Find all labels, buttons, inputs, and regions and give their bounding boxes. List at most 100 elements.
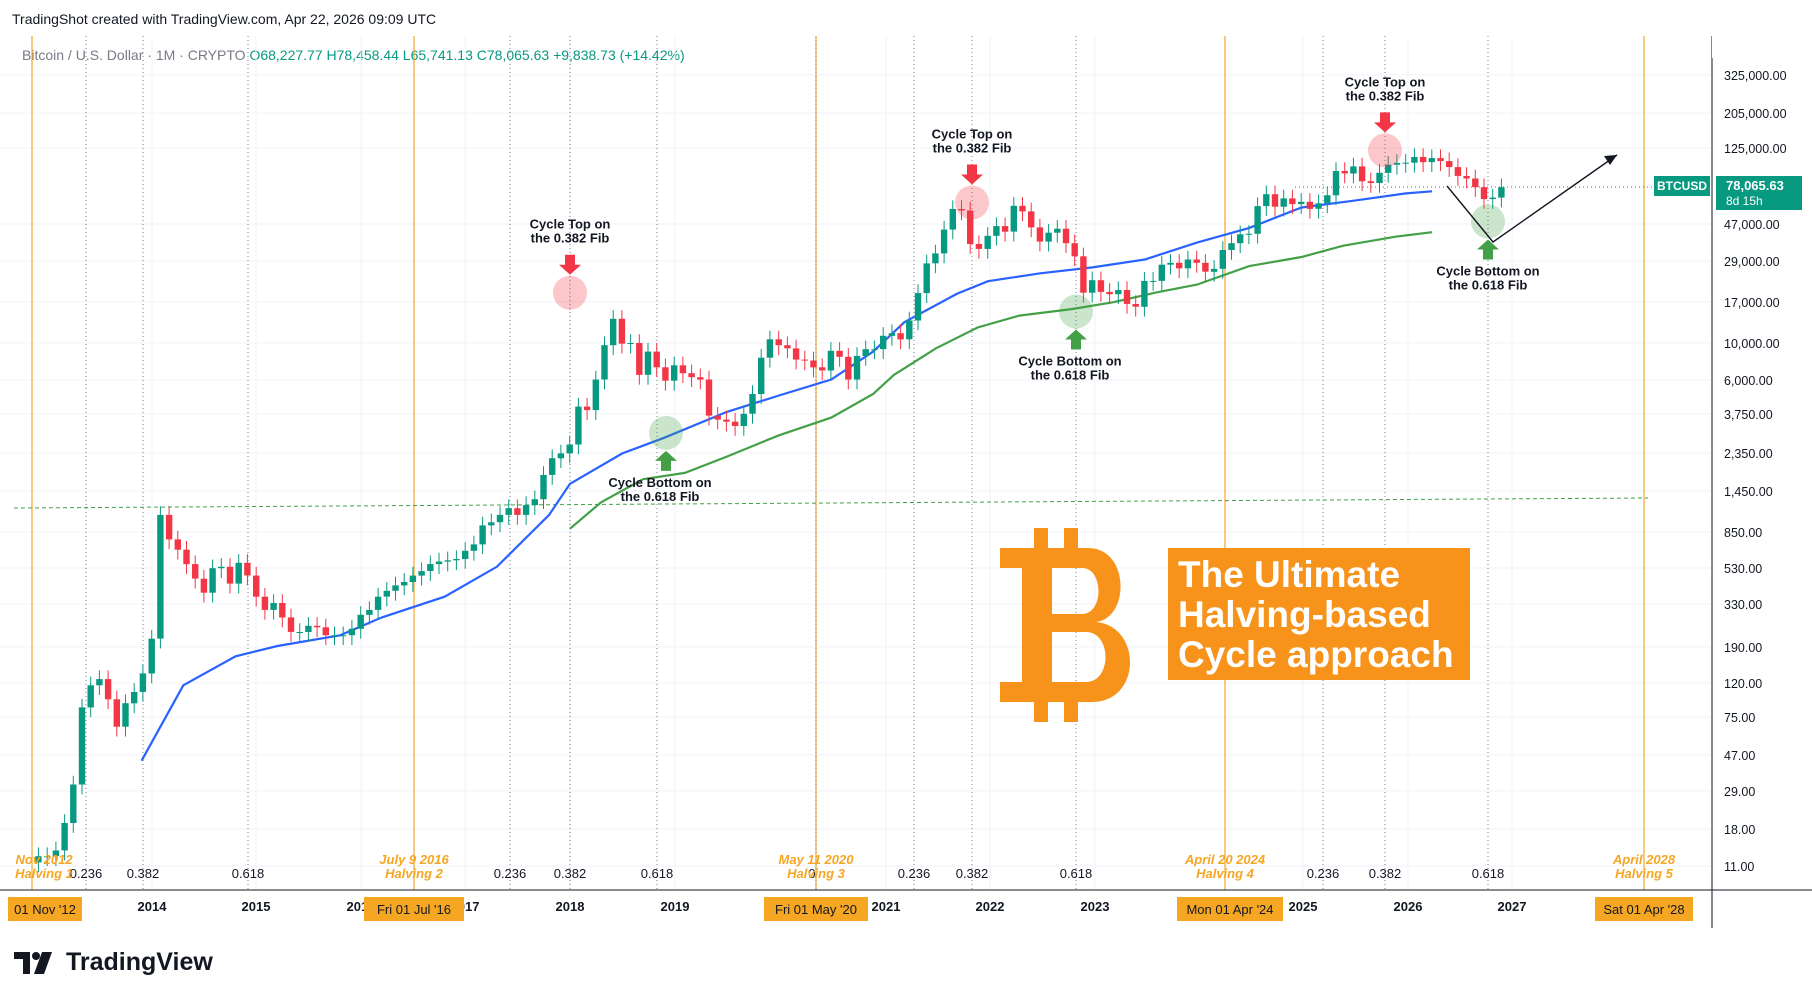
candle-body bbox=[1271, 194, 1279, 207]
halving-lines bbox=[31, 36, 1645, 890]
candle-body bbox=[845, 356, 852, 380]
candle-body bbox=[1350, 166, 1357, 174]
time-axis-label: 2022 bbox=[976, 899, 1005, 914]
close-value: C78,065.63 bbox=[476, 47, 550, 63]
candle-body bbox=[1089, 280, 1096, 293]
time-axis-label: 2026 bbox=[1394, 899, 1423, 914]
chart-grid bbox=[0, 36, 1712, 890]
time-axis-label: 2025 bbox=[1289, 899, 1318, 914]
cycle-bottom-label: the 0.618 Fib bbox=[621, 489, 700, 504]
candle-body bbox=[522, 505, 530, 515]
symbol-tag-text: BTCUSD bbox=[1657, 179, 1707, 193]
candle-body bbox=[967, 210, 974, 244]
candle-body bbox=[531, 499, 538, 506]
candle-body bbox=[331, 635, 338, 637]
candle-body bbox=[1080, 256, 1087, 293]
last-price-tag: BTCUSD 78,065.63 8d 15h bbox=[1654, 176, 1802, 210]
candle-body bbox=[1115, 290, 1122, 295]
candle-body bbox=[96, 679, 103, 686]
candlesticks bbox=[35, 148, 1505, 873]
price-axis-label: 47,000.00 bbox=[1724, 218, 1780, 232]
fib-label: 0.236 bbox=[70, 866, 103, 881]
candle-body bbox=[427, 564, 434, 571]
candle-body bbox=[1367, 181, 1374, 183]
candle-body bbox=[1254, 206, 1261, 234]
candle-body bbox=[1411, 157, 1418, 163]
candle-body bbox=[827, 350, 835, 371]
candle-body bbox=[479, 525, 486, 545]
candle-body bbox=[235, 562, 242, 584]
candle-body bbox=[514, 508, 521, 515]
cycle-top-label: the 0.382 Fib bbox=[531, 231, 610, 246]
candle-body bbox=[697, 377, 704, 380]
candle-body bbox=[958, 209, 965, 211]
candle-body bbox=[671, 365, 678, 381]
candle-body bbox=[157, 514, 164, 639]
tradingview-brand[interactable]: TradingView bbox=[14, 948, 213, 977]
candle-body bbox=[540, 475, 547, 500]
candle-body bbox=[279, 603, 286, 618]
candle-body bbox=[1480, 187, 1488, 200]
time-axis-label: 2023 bbox=[1081, 899, 1110, 914]
candle-body bbox=[731, 421, 739, 426]
bitcoin-logo-icon bbox=[1000, 528, 1131, 722]
candle-body bbox=[653, 351, 660, 368]
ma-slow-line bbox=[569, 231, 1433, 530]
candle-body bbox=[1019, 205, 1026, 212]
candle-body bbox=[792, 348, 800, 360]
cycle-bottom-arrow bbox=[655, 450, 677, 471]
cycle-top-label: the 0.382 Fib bbox=[933, 141, 1012, 156]
candle-body bbox=[409, 575, 417, 582]
price-axis-label: 29.00 bbox=[1724, 785, 1755, 799]
halving-date-label: April 20 2024 bbox=[1184, 852, 1266, 867]
halving-date-tag bbox=[364, 897, 464, 921]
candle-body bbox=[644, 351, 652, 375]
candle-body bbox=[1489, 197, 1496, 200]
candle-body bbox=[897, 333, 904, 340]
candle-body bbox=[470, 544, 478, 551]
cycle-bottom-circle bbox=[1059, 294, 1093, 329]
price-tag-value: 78,065.63 bbox=[1726, 178, 1784, 193]
time-axis-label: 2015 bbox=[242, 899, 271, 914]
candle-body bbox=[1498, 187, 1505, 198]
candle-body bbox=[1332, 171, 1340, 196]
candle-body bbox=[1202, 262, 1209, 272]
candle-body bbox=[1446, 161, 1453, 168]
candle-body bbox=[87, 685, 94, 708]
candle-body bbox=[61, 823, 68, 851]
price-axis-label: 1,450.00 bbox=[1724, 485, 1773, 499]
candle-body bbox=[993, 226, 1000, 236]
candle-body bbox=[435, 561, 443, 565]
cycle-bottom-circle bbox=[1471, 204, 1505, 239]
candle-body bbox=[1298, 201, 1305, 205]
candle-body bbox=[1280, 198, 1287, 207]
candle-body bbox=[366, 609, 373, 615]
candle-body bbox=[1193, 259, 1200, 263]
candle-body bbox=[575, 406, 582, 445]
price-tag-countdown: 8d 15h bbox=[1726, 194, 1763, 208]
title-line-1: The Ultimate bbox=[1178, 554, 1400, 595]
candle-body bbox=[1393, 162, 1401, 165]
candle-body bbox=[1219, 250, 1226, 269]
halving-date-label: May 11 2020 bbox=[779, 852, 855, 867]
candle-body bbox=[1149, 280, 1157, 282]
candle-body bbox=[270, 603, 277, 610]
halving-date-tags: 01 Nov '12 Fri 01 Jul '16 Fri 01 May '20 Mo… bbox=[8, 897, 1693, 921]
candle-body bbox=[52, 850, 60, 857]
projection-arrowhead bbox=[1604, 155, 1617, 165]
candle-body bbox=[714, 415, 721, 420]
candle-body bbox=[183, 549, 190, 565]
candle-body bbox=[209, 568, 216, 593]
candle-body bbox=[35, 856, 42, 863]
halving-date-tag-text: Mon 01 Apr '24 bbox=[1186, 902, 1273, 917]
candle-body bbox=[679, 365, 687, 374]
candle-body bbox=[1123, 290, 1131, 304]
cycle-top-circle bbox=[1368, 133, 1402, 168]
candle-body bbox=[165, 514, 173, 540]
cycle-top-arrow bbox=[559, 254, 581, 275]
candle-body bbox=[253, 575, 260, 597]
candle-body bbox=[383, 590, 390, 597]
candle-body bbox=[1054, 228, 1061, 233]
candle-body bbox=[583, 406, 591, 411]
